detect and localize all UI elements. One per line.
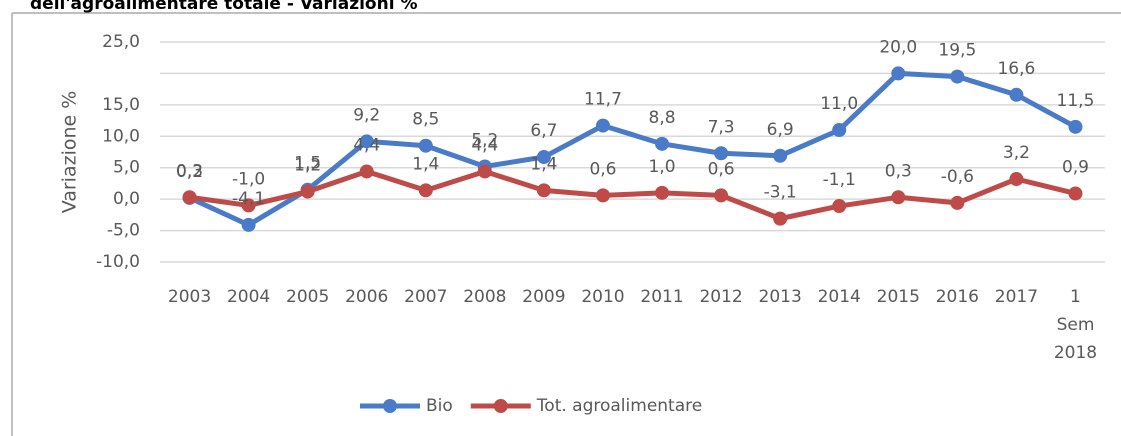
data-label: 1,5 xyxy=(294,154,321,174)
point xyxy=(714,188,729,203)
data-label: 1,0 xyxy=(649,157,676,177)
x-tick-label: 2016 xyxy=(936,287,979,307)
data-label: 1,2 xyxy=(294,156,321,176)
x-tick-label: 2010 xyxy=(581,287,624,307)
chart-title: dell'agroalimentare totale - Variazioni … xyxy=(30,0,417,14)
data-label: 4,4 xyxy=(353,135,380,155)
data-label: 6,7 xyxy=(530,121,557,141)
legend-label: Bio xyxy=(426,396,453,416)
data-label: 0,3 xyxy=(176,161,203,181)
data-label: 20,0 xyxy=(879,37,917,57)
point xyxy=(950,69,965,84)
y-tick-label: 10,0 xyxy=(102,126,140,146)
data-label: 19,5 xyxy=(938,41,976,61)
data-label: 16,6 xyxy=(997,59,1035,79)
x-tick-label: 2013 xyxy=(759,287,802,307)
point xyxy=(595,118,610,133)
point xyxy=(891,190,906,205)
data-label: 0,6 xyxy=(708,159,735,179)
data-label: 1,4 xyxy=(530,154,557,174)
y-tick-label: 15,0 xyxy=(102,95,140,115)
point xyxy=(536,150,551,165)
data-label: -1,1 xyxy=(823,170,856,190)
point xyxy=(655,185,670,200)
data-label: 4,4 xyxy=(471,135,498,155)
point xyxy=(359,164,374,179)
point xyxy=(950,195,965,210)
data-label: 7,3 xyxy=(708,117,735,137)
data-label: 0,6 xyxy=(589,159,616,179)
point xyxy=(714,146,729,161)
data-label: 5,2 xyxy=(471,130,498,150)
legend-label: Tot. agroalimentare xyxy=(536,396,702,416)
point xyxy=(359,134,374,149)
point xyxy=(1068,186,1083,201)
point xyxy=(655,136,670,151)
data-label: 8,8 xyxy=(649,108,676,128)
data-label: 11,7 xyxy=(584,90,622,110)
point xyxy=(832,199,847,214)
data-label: -3,1 xyxy=(764,183,797,203)
x-tick-label: 2007 xyxy=(404,287,447,307)
x-tick-label: 1 Sem 2018 xyxy=(1054,287,1097,363)
data-label: 11,0 xyxy=(820,94,858,114)
y-axis-label: Variazione % xyxy=(59,91,81,214)
point xyxy=(300,184,315,199)
series-line xyxy=(189,168,1077,222)
data-label: 0,9 xyxy=(1062,157,1089,177)
point xyxy=(241,198,256,213)
y-tick-label: 5,0 xyxy=(113,158,140,178)
point xyxy=(182,190,197,205)
point xyxy=(477,164,492,179)
x-tick-label: 2015 xyxy=(877,287,920,307)
series-line xyxy=(188,70,1077,228)
point xyxy=(418,138,433,153)
data-label: 8,5 xyxy=(412,110,439,130)
point xyxy=(1009,87,1024,102)
data-label: 9,2 xyxy=(353,105,380,125)
data-label: 1,4 xyxy=(412,154,439,174)
x-tick-label: 2014 xyxy=(818,287,861,307)
point xyxy=(418,183,433,198)
y-tick-label: 25,0 xyxy=(102,32,140,52)
data-label: 3,2 xyxy=(1003,143,1030,163)
point xyxy=(891,66,906,81)
x-tick-label: 2003 xyxy=(168,287,211,307)
legend-marker xyxy=(383,399,397,413)
legend-marker xyxy=(493,399,508,413)
data-label: 0,2 xyxy=(176,162,203,182)
x-tick-label: 2012 xyxy=(699,287,742,307)
point xyxy=(1009,172,1024,187)
y-tick-label: -5,0 xyxy=(107,221,140,241)
x-tick-label: 2008 xyxy=(463,287,506,307)
data-label: -4,1 xyxy=(232,189,265,209)
x-tick-label: 2009 xyxy=(522,287,565,307)
data-label: 0,3 xyxy=(885,161,912,181)
y-tick-label: -10,0 xyxy=(96,252,140,272)
x-tick-label: 2004 xyxy=(227,287,270,307)
point xyxy=(832,123,847,137)
x-tick-label: 2005 xyxy=(286,287,329,307)
data-label: -0,6 xyxy=(941,167,974,187)
data-label: -1,0 xyxy=(232,169,265,189)
x-tick-label: 2017 xyxy=(995,287,1038,307)
point xyxy=(536,183,551,198)
x-tick-label: 2006 xyxy=(345,287,388,307)
point xyxy=(241,217,256,232)
data-label: 11,5 xyxy=(1057,91,1095,111)
point xyxy=(773,148,788,163)
y-tick-label: 0,0 xyxy=(113,189,140,209)
point xyxy=(595,188,610,203)
point xyxy=(1068,119,1083,134)
point xyxy=(773,211,788,226)
x-tick-label: 2011 xyxy=(640,287,683,307)
data-label: 6,9 xyxy=(767,120,794,140)
